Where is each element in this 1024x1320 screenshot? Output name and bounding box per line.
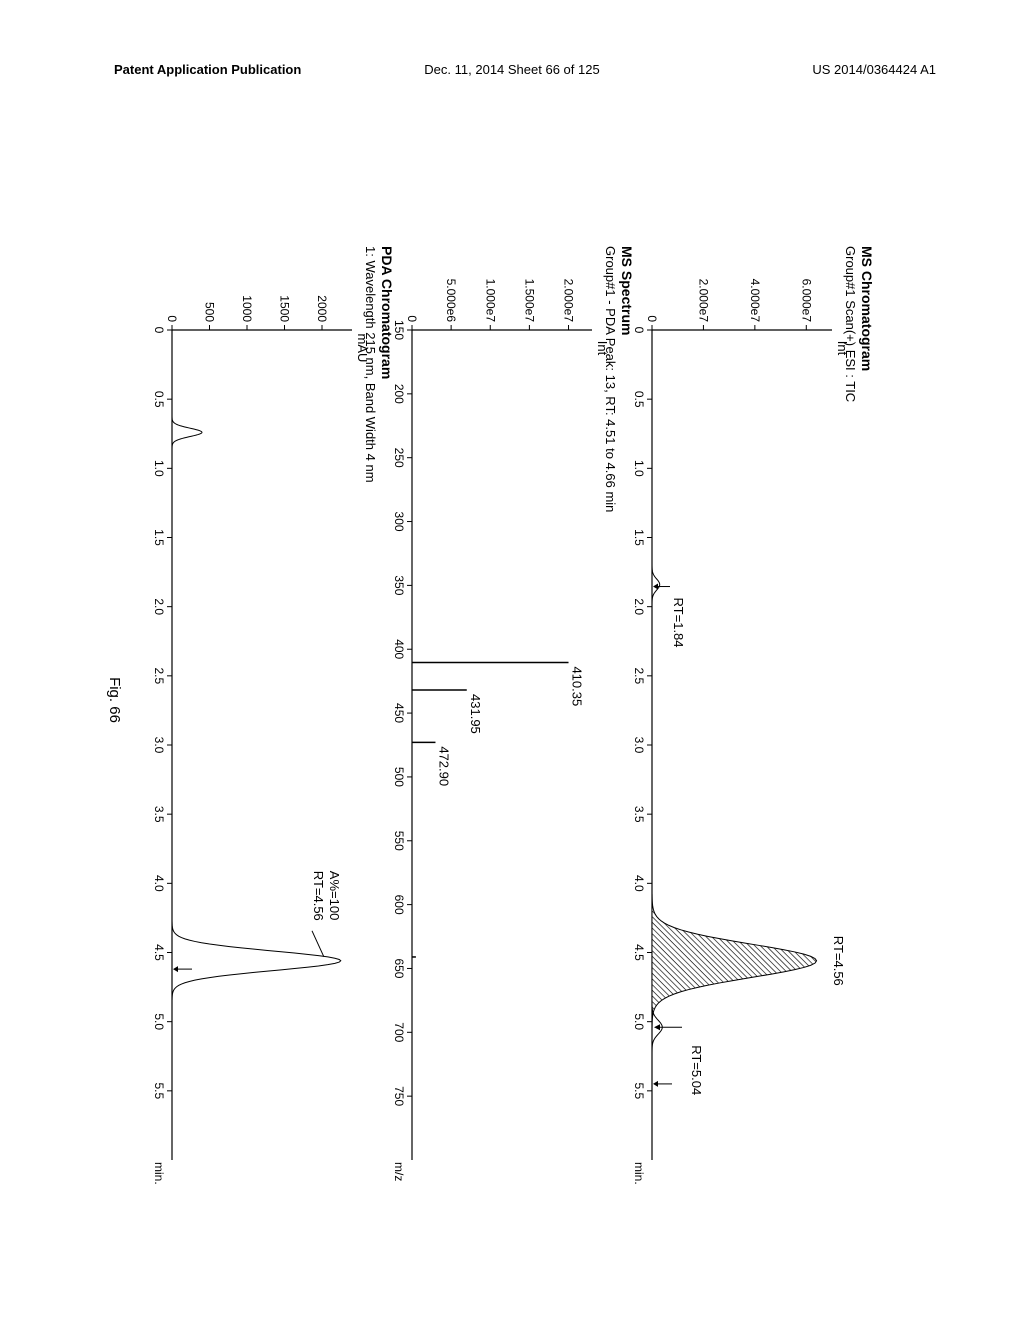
svg-text:600: 600 [392, 895, 406, 915]
svg-text:0.5: 0.5 [152, 391, 166, 408]
svg-text:0.5: 0.5 [632, 391, 646, 408]
svg-text:500: 500 [392, 767, 406, 787]
svg-text:350: 350 [392, 575, 406, 595]
svg-text:650: 650 [392, 958, 406, 978]
svg-text:700: 700 [392, 1022, 406, 1042]
svg-text:4.000e7: 4.000e7 [748, 279, 762, 323]
svg-text:2.000e7: 2.000e7 [562, 279, 576, 323]
svg-text:4.5: 4.5 [632, 944, 646, 961]
header-right: US 2014/0364424 A1 [812, 62, 936, 77]
svg-text:2000: 2000 [315, 295, 329, 322]
svg-text:1.500e7: 1.500e7 [522, 279, 536, 323]
svg-text:410.35: 410.35 [570, 666, 585, 706]
svg-text:431.95: 431.95 [468, 694, 483, 734]
svg-text:Group#1 - PDA Peak: 13, RT: 4.: Group#1 - PDA Peak: 13, RT: 4.51 to 4.66… [603, 246, 618, 512]
figure-rotated: MS ChromatogramGroup#1 Scan(+) ESI : TIC… [132, 200, 892, 1200]
svg-text:2.5: 2.5 [152, 667, 166, 684]
svg-text:0: 0 [645, 315, 659, 322]
figure-svg: MS ChromatogramGroup#1 Scan(+) ESI : TIC… [132, 200, 892, 1200]
svg-text:4.5: 4.5 [152, 944, 166, 961]
svg-text:3.5: 3.5 [152, 806, 166, 823]
svg-text:5.000e6: 5.000e6 [444, 279, 458, 323]
figure-caption: Fig. 66 [106, 200, 123, 1200]
svg-text:1.5: 1.5 [632, 529, 646, 546]
svg-text:5.0: 5.0 [152, 1013, 166, 1030]
svg-text:3.5: 3.5 [632, 806, 646, 823]
svg-text:250: 250 [392, 448, 406, 468]
header-left: Patent Application Publication [114, 62, 301, 77]
svg-text:min.: min. [152, 1162, 166, 1185]
svg-text:5.5: 5.5 [632, 1082, 646, 1099]
svg-text:200: 200 [392, 384, 406, 404]
svg-text:500: 500 [203, 302, 217, 322]
figure-wrapper: MS ChromatogramGroup#1 Scan(+) ESI : TIC… [0, 140, 1024, 1260]
page-header: Patent Application Publication Dec. 11, … [0, 62, 1024, 86]
svg-text:Int: Int [595, 341, 610, 356]
svg-text:550: 550 [392, 831, 406, 851]
svg-text:MS Chromatogram: MS Chromatogram [859, 246, 875, 371]
svg-text:MS Spectrum: MS Spectrum [619, 246, 635, 335]
svg-text:RT=1.84: RT=1.84 [671, 598, 686, 648]
svg-text:RT=5.04: RT=5.04 [689, 1045, 704, 1095]
svg-text:0: 0 [405, 315, 419, 322]
svg-text:RT=4.56: RT=4.56 [831, 936, 846, 986]
svg-text:4.0: 4.0 [632, 875, 646, 892]
svg-text:0: 0 [165, 315, 179, 322]
svg-text:2.0: 2.0 [152, 598, 166, 615]
svg-text:A%=100: A%=100 [327, 871, 342, 921]
svg-text:750: 750 [392, 1086, 406, 1106]
svg-text:1000: 1000 [240, 295, 254, 322]
svg-text:2.000e7: 2.000e7 [696, 279, 710, 323]
svg-text:mAU: mAU [355, 334, 370, 363]
svg-text:0: 0 [152, 327, 166, 334]
svg-text:Int: Int [835, 341, 850, 356]
svg-text:1.000e7: 1.000e7 [483, 279, 497, 323]
svg-text:300: 300 [392, 512, 406, 532]
svg-text:1500: 1500 [278, 295, 292, 322]
header-center: Dec. 11, 2014 Sheet 66 of 125 [424, 62, 599, 77]
page: Patent Application Publication Dec. 11, … [0, 0, 1024, 1320]
svg-text:m/z: m/z [392, 1162, 406, 1181]
svg-text:1: Wavelength 215 nm, Band Wid: 1: Wavelength 215 nm, Band Width 4 nm [363, 246, 378, 483]
svg-text:400: 400 [392, 639, 406, 659]
svg-text:PDA Chromatogram: PDA Chromatogram [379, 246, 395, 379]
svg-text:5.5: 5.5 [152, 1082, 166, 1099]
svg-text:3.0: 3.0 [152, 737, 166, 754]
svg-text:2.0: 2.0 [632, 598, 646, 615]
svg-text:1.0: 1.0 [632, 460, 646, 477]
svg-text:min.: min. [632, 1162, 646, 1185]
svg-text:Group#1 Scan(+) ESI : TIC: Group#1 Scan(+) ESI : TIC [843, 246, 858, 402]
svg-text:450: 450 [392, 703, 406, 723]
svg-text:5.0: 5.0 [632, 1013, 646, 1030]
svg-text:472.90: 472.90 [436, 746, 451, 786]
svg-text:RT=4.56: RT=4.56 [311, 871, 326, 921]
svg-text:2.5: 2.5 [632, 667, 646, 684]
svg-text:3.0: 3.0 [632, 737, 646, 754]
svg-text:1.5: 1.5 [152, 529, 166, 546]
svg-text:1.0: 1.0 [152, 460, 166, 477]
svg-text:6.000e7: 6.000e7 [799, 279, 813, 323]
svg-text:4.0: 4.0 [152, 875, 166, 892]
